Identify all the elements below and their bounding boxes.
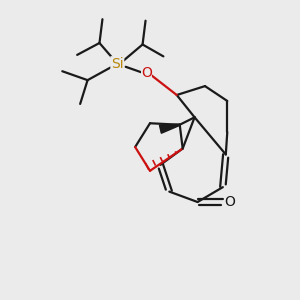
- Text: O: O: [224, 195, 235, 209]
- Text: O: O: [141, 66, 152, 80]
- Polygon shape: [160, 124, 180, 133]
- Text: Si: Si: [111, 57, 124, 71]
